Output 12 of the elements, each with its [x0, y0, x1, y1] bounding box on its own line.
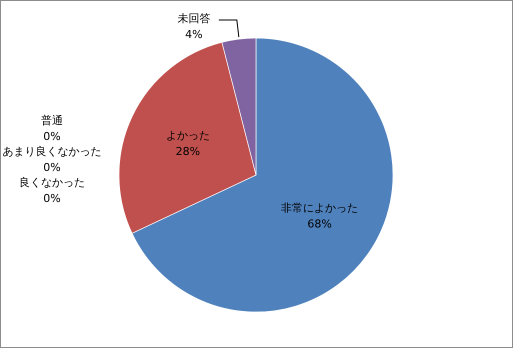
slice-label: 非常によかった [281, 201, 358, 214]
slice-label: よかった [166, 128, 210, 142]
text: 0% [43, 192, 61, 205]
data-label: 4% [185, 28, 203, 41]
text: 0% [43, 161, 61, 174]
data-label: 28% [176, 144, 200, 158]
text: 0% [43, 130, 61, 143]
category-label: 良くなかった [19, 176, 85, 189]
category-label: 普通 [41, 114, 63, 127]
data-label: 68% [307, 217, 332, 230]
category-label: あまり良くなかった [2, 145, 102, 158]
slice-label: 未回答 [177, 12, 210, 25]
